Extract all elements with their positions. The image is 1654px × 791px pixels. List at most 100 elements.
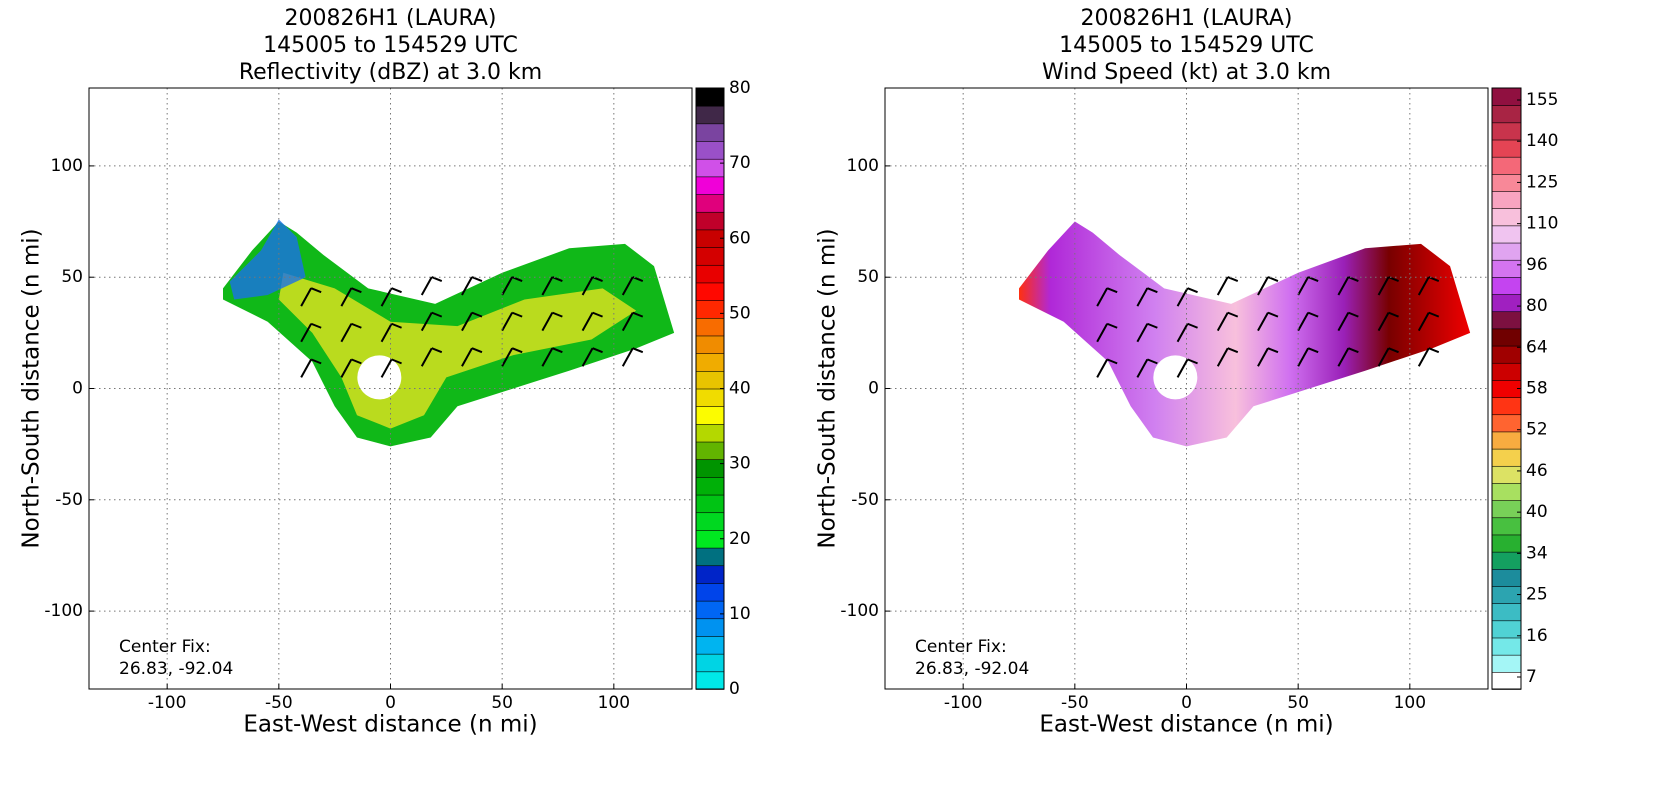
wind-barb	[581, 276, 594, 296]
colorbar-cell	[695, 635, 725, 655]
colorbar-cell	[1491, 362, 1522, 381]
colorbar-cell	[695, 582, 725, 602]
y-tick-label: -50	[55, 490, 83, 510]
colorbar-cell	[1491, 104, 1522, 124]
y-tick-label: -50	[851, 490, 879, 510]
wind-barb	[541, 276, 554, 296]
wind-barb	[471, 347, 483, 354]
wind-barb	[632, 311, 644, 318]
y-axis-label: North-South distance (n mi)	[815, 228, 841, 548]
colorbar-cell	[1491, 310, 1522, 330]
wind-barb	[1428, 347, 1440, 354]
wind-barb	[1106, 322, 1118, 329]
colorbar-cell	[695, 600, 725, 620]
x-tick-label: -50	[1061, 693, 1089, 713]
wind-barb	[380, 358, 393, 378]
wind-barb	[380, 323, 393, 343]
colorbar-label: 58	[1526, 379, 1548, 399]
wind-barb	[1337, 276, 1350, 296]
wind-barb	[391, 322, 402, 329]
center-fix: Center Fix:	[119, 637, 211, 657]
colorbar-cell	[695, 529, 725, 549]
chart-title: 200826H1 (LAURA)	[284, 6, 496, 31]
wind-barb	[1267, 347, 1279, 354]
wind-barb	[380, 287, 393, 307]
colorbar-label: 10	[729, 604, 751, 624]
wind-barb	[1257, 276, 1269, 296]
wind-barb	[310, 358, 322, 365]
colorbar-cell	[1491, 516, 1522, 536]
wind-barb	[461, 312, 473, 332]
wind-barb	[541, 347, 554, 367]
y-tick-label: 100	[847, 156, 879, 176]
wind-barb	[1307, 276, 1319, 282]
wind-barb	[1146, 287, 1158, 294]
wind-barb	[340, 323, 353, 343]
colorbar-cell	[695, 511, 725, 531]
colorbar-cell	[1491, 379, 1522, 398]
colorbar-label: 25	[1526, 585, 1548, 605]
wind-barb	[420, 347, 433, 367]
wind-barb	[621, 312, 634, 332]
wind-barb	[1297, 347, 1310, 367]
colorbar-cell	[695, 617, 725, 637]
chart-title: Reflectivity (dBZ) at 3.0 km	[239, 60, 542, 85]
wind-barb	[541, 312, 554, 332]
wind-barb	[1267, 311, 1279, 318]
wind-barb	[461, 276, 473, 296]
wind-barb	[1227, 276, 1239, 282]
colorbar-cell	[1491, 293, 1522, 313]
wind-barb	[1257, 347, 1269, 367]
wind-barb	[340, 287, 353, 307]
colorbar-cell	[695, 564, 725, 584]
wind-barb	[501, 276, 514, 296]
wind-barb	[300, 358, 313, 378]
colorbar-cell	[1491, 242, 1522, 261]
x-tick-label: 0	[1181, 693, 1192, 713]
wind-barb	[1096, 358, 1109, 378]
x-tick-label: 100	[598, 693, 630, 713]
colorbar-cell	[695, 87, 725, 107]
y-tick-label: -100	[840, 601, 879, 621]
colorbar-cell	[1491, 276, 1522, 295]
center-fix: 26.83, -92.04	[119, 659, 233, 679]
colorbar-label: 140	[1526, 131, 1558, 151]
wind-barb	[1377, 312, 1390, 332]
colorbar-cell	[1491, 413, 1522, 433]
colorbar-label: 50	[729, 303, 751, 323]
colorbar-cell	[695, 370, 725, 390]
colorbar-cell	[695, 458, 725, 478]
echo-blue	[229, 219, 306, 300]
colorbar-cell	[1491, 585, 1522, 604]
colorbar-cell	[1491, 328, 1522, 347]
wind-barb	[1136, 358, 1149, 378]
chart-title: 200826H1 (LAURA)	[1080, 6, 1292, 31]
colorbar-cell	[695, 476, 725, 496]
colorbar-label: 16	[1526, 626, 1548, 646]
colorbar-cell	[1491, 602, 1522, 622]
wind-barb	[1227, 347, 1239, 354]
wind-barb	[1216, 312, 1229, 332]
wind-barb	[431, 311, 443, 318]
wind-barb	[340, 358, 353, 378]
colorbar-label: 34	[1526, 543, 1548, 563]
wind-barb	[1216, 347, 1229, 367]
wind-field	[1019, 221, 1471, 447]
colorbar-cell	[1491, 482, 1522, 501]
wind-barb	[1388, 311, 1399, 318]
wind-barb	[1297, 312, 1310, 332]
plot-frame	[884, 87, 1489, 690]
colorbar-cell	[695, 282, 725, 301]
wind-barb	[471, 311, 483, 318]
wind-barb	[511, 347, 523, 354]
x-tick-label: 50	[491, 693, 513, 713]
x-tick-label: -100	[148, 693, 187, 713]
chart-title: 145005 to 154529 UTC	[1059, 33, 1314, 58]
colorbar-label: 52	[1526, 420, 1548, 440]
colorbar-cell	[1491, 448, 1522, 467]
wind-barb	[1176, 358, 1189, 378]
wind-barb	[621, 347, 634, 367]
colorbar-cell	[695, 229, 725, 248]
wind-barb	[511, 311, 523, 318]
